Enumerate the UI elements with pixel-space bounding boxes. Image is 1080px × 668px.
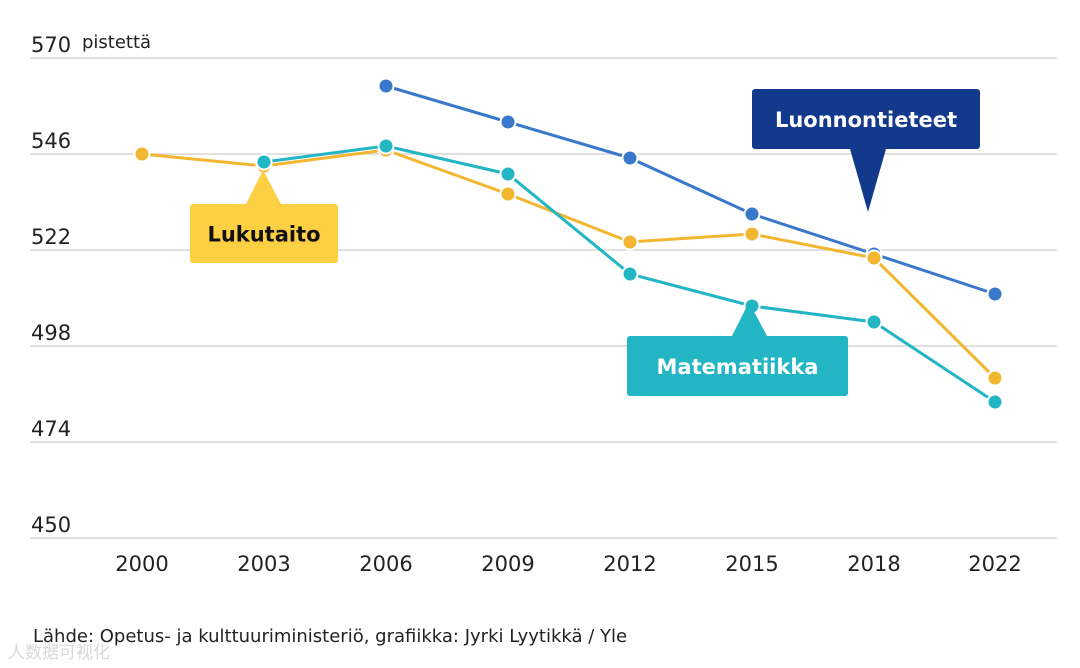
x-tick-label-2009: 2009: [481, 552, 534, 576]
callout-box-lukutaito: [190, 204, 338, 263]
source-credit: Lähde: Opetus- ja kulttuuriministeriö, g…: [33, 626, 628, 647]
legend-label-lukutaito: Lukutaito: [207, 223, 320, 247]
legend-label-matematiikka: Matematiikka: [657, 355, 819, 379]
point-lukutaito-2009: [499, 185, 517, 203]
point-lukutaito-2018: [865, 249, 883, 267]
point-luonnontieteet-2022: [986, 285, 1004, 303]
y-axis: 450 474 498 522 546 570 pistettä: [31, 32, 151, 537]
y-tick-label-570: 570: [31, 33, 71, 57]
point-matematiikka-2003: [255, 153, 273, 171]
point-lukutaito-2012: [621, 233, 639, 251]
y-tick-label-450: 450: [31, 513, 71, 537]
callout-pointer-matematiikka: [732, 302, 767, 336]
point-matematiikka-2006: [377, 137, 395, 155]
y-tick-label-498: 498: [31, 321, 71, 345]
point-lukutaito-2022: [986, 369, 1004, 387]
point-luonnontieteet-2009: [499, 113, 517, 131]
y-tick-label-474: 474: [31, 417, 71, 441]
point-luonnontieteet-2006: [377, 77, 395, 95]
point-matematiikka-2022: [986, 393, 1004, 411]
callout-lukutaito: Lukutaito: [190, 170, 338, 263]
series-lines: [133, 77, 1004, 411]
series-line-luonnontieteet: [385, 84, 996, 296]
series-line-lukutaito: [141, 148, 997, 380]
x-tick-label-2000: 2000: [115, 552, 168, 576]
callout-box-luonnontieteet: [752, 89, 980, 149]
callout-pointer-lukutaito: [246, 170, 281, 204]
y-axis-unit-label: pistettä: [82, 32, 151, 53]
point-matematiikka-2018: [865, 313, 883, 331]
callouts: Luonnontieteet Lukutaito Matematiikka: [190, 89, 980, 396]
x-tick-label-2018: 2018: [847, 552, 900, 576]
callout-pointer-luonnontieteet: [850, 149, 886, 212]
x-tick-label-2015: 2015: [725, 552, 778, 576]
x-tick-label-2022: 2022: [968, 552, 1021, 576]
point-luonnontieteet-2012: [621, 149, 639, 167]
point-matematiikka-2012: [621, 265, 639, 283]
x-tick-label-2006: 2006: [359, 552, 412, 576]
legend-label-luonnontieteet: Luonnontieteet: [775, 108, 957, 132]
x-tick-label-2012: 2012: [603, 552, 656, 576]
y-tick-label-522: 522: [31, 225, 71, 249]
point-lukutaito-2000: [133, 145, 151, 163]
y-tick-label-546: 546: [31, 129, 71, 153]
callout-matematiikka: Matematiikka: [627, 302, 848, 396]
x-tick-label-2003: 2003: [237, 552, 290, 576]
point-luonnontieteet-2015: [743, 205, 761, 223]
callout-luonnontieteet: Luonnontieteet: [752, 89, 980, 212]
point-matematiikka-2009: [499, 165, 517, 183]
x-axis: 2000 2003 2006 2009 2012 2015 2018 2022: [115, 552, 1021, 576]
point-lukutaito-2015: [743, 225, 761, 243]
callout-box-matematiikka: [627, 336, 848, 396]
